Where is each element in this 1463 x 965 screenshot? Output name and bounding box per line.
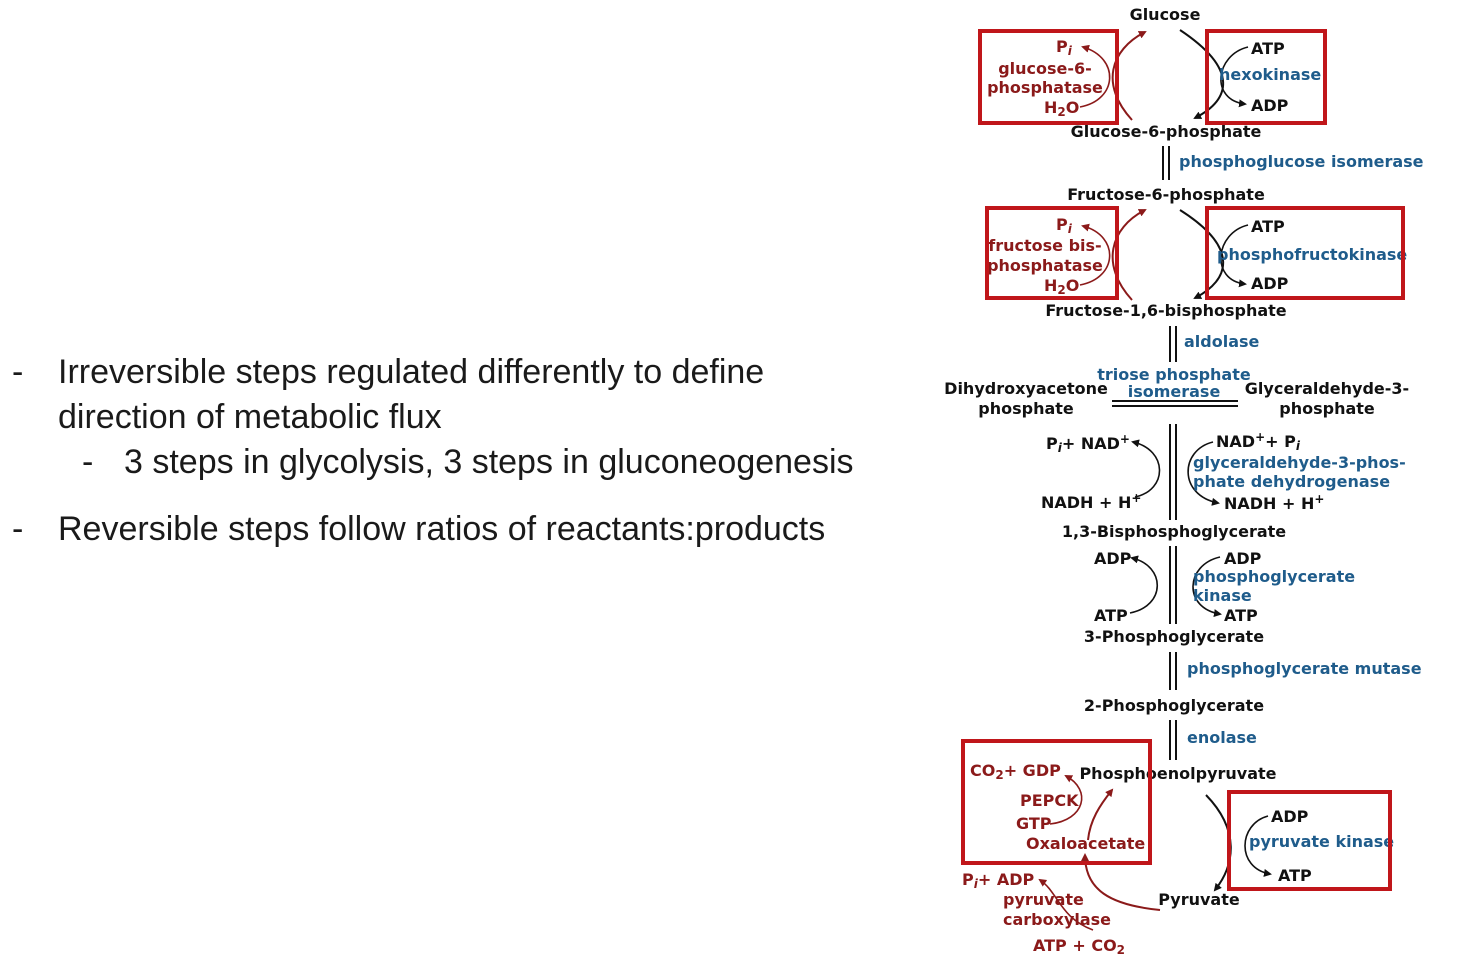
pi-nad-left: Pi+ NAD+ bbox=[1046, 432, 1130, 455]
atp-co2-arc bbox=[1038, 878, 1094, 931]
atp-adp-arc bbox=[1220, 224, 1249, 288]
metabolite-dhap-2: phosphate bbox=[978, 399, 1074, 418]
metabolite-gap-2: phosphate bbox=[1279, 399, 1375, 418]
nadh-right: NADH + H+ bbox=[1224, 492, 1324, 513]
nad-nadh-arc-left bbox=[1131, 439, 1161, 498]
gtp-gdp-arc bbox=[1049, 775, 1083, 825]
atp-co2-label: ATP + CO2 bbox=[1033, 936, 1125, 957]
adp-label: ADP bbox=[1094, 549, 1132, 568]
fbpase-label-1: fructose bis- bbox=[988, 236, 1101, 255]
tpi-label-2: isomerase bbox=[1128, 382, 1221, 401]
pgm-label: phosphoglycerate mutase bbox=[1187, 659, 1422, 678]
pc-label-2: carboxylase bbox=[1003, 910, 1111, 929]
pgk-label-1: phosphoglycerate bbox=[1193, 567, 1355, 586]
adp-atp-arc bbox=[1244, 815, 1272, 877]
pc-label-1: pyruvate bbox=[1003, 890, 1084, 909]
adp-label: ADP bbox=[1251, 274, 1289, 293]
h2o-pi-arc bbox=[1079, 223, 1111, 286]
metabolite-3pg: 3-Phosphoglycerate bbox=[1084, 627, 1264, 646]
highlight-box-pfk bbox=[1205, 206, 1405, 300]
sub-bullet-line: 3 steps in glycolysis, 3 steps in glucon… bbox=[124, 443, 854, 481]
pyruvate-carboxylase-arrow bbox=[1081, 853, 1161, 911]
bullet-dash: - bbox=[82, 443, 94, 481]
pi-adp-label: Pi+ ADP bbox=[962, 870, 1035, 891]
atp-label: ATP bbox=[1224, 606, 1258, 625]
metabolite-pep: Phosphoenolpyruvate bbox=[1079, 764, 1276, 783]
pi-label: Pi bbox=[1056, 215, 1073, 236]
bullet-1-line-2: direction of metabolic flux bbox=[58, 398, 442, 436]
bullet-1-line-1: Irreversible steps regulated differently… bbox=[58, 353, 765, 391]
g6pase-label-1: glucose-6- bbox=[998, 59, 1092, 78]
adp-atp-arc-left bbox=[1129, 555, 1158, 614]
g6pase-arrow bbox=[1111, 31, 1147, 121]
metabolite-oaa: Oxaloacetate bbox=[1026, 834, 1145, 853]
metabolite-glucose: Glucose bbox=[1130, 5, 1201, 24]
aldolase-label: aldolase bbox=[1184, 332, 1260, 351]
atp-label: ATP bbox=[1251, 217, 1285, 236]
pgi-label: phosphoglucose isomerase bbox=[1179, 152, 1424, 171]
co2-gdp-label: CO2+ GDP bbox=[970, 761, 1061, 782]
bullet-dash: - bbox=[12, 510, 24, 548]
fbpase-label-2: phosphatase bbox=[987, 256, 1103, 275]
metabolite-2pg: 2-Phosphoglycerate bbox=[1084, 696, 1264, 715]
atp-label: ATP bbox=[1278, 866, 1312, 885]
adp-label: ADP bbox=[1224, 549, 1262, 568]
metabolite-pyruvate: Pyruvate bbox=[1158, 890, 1240, 909]
pepck-arrow bbox=[1087, 788, 1114, 841]
h2o-label: H2O bbox=[1044, 276, 1079, 297]
tpi-label-1: triose phosphate bbox=[1097, 365, 1251, 384]
metabolite-f6p: Fructose-6-phosphate bbox=[1067, 185, 1265, 204]
atp-adp-arc bbox=[1220, 46, 1249, 108]
pk-label: pyruvate kinase bbox=[1249, 832, 1394, 851]
g6pase-label-2: phosphatase bbox=[987, 78, 1103, 97]
gtp-label: GTP bbox=[1016, 814, 1052, 833]
metabolite-f16bp: Fructose-1,6-bisphosphate bbox=[1045, 301, 1286, 320]
h2o-label: H2O bbox=[1044, 98, 1079, 119]
fbpase-arrow bbox=[1111, 209, 1147, 301]
metabolite-g6p: Glucose-6-phosphate bbox=[1071, 122, 1262, 141]
highlight-box-g6pase bbox=[978, 29, 1119, 125]
pfk-label: phosphofructokinase bbox=[1217, 245, 1407, 264]
nadh-left: NADH + H+ bbox=[1041, 491, 1141, 512]
pgk-label-2: kinase bbox=[1193, 586, 1252, 605]
highlight-box-pepck bbox=[961, 739, 1152, 865]
gapdh-label-1: glyceraldehyde-3-phos- bbox=[1193, 453, 1406, 472]
bullet-2-line: Reversible steps follow ratios of reacta… bbox=[58, 510, 826, 548]
highlight-box-hexokinase bbox=[1205, 29, 1327, 125]
gapdh-label-2: phate dehydrogenase bbox=[1193, 472, 1390, 491]
nad-nadh-arc-right bbox=[1187, 441, 1220, 506]
hexokinase-label: hexokinase bbox=[1219, 65, 1321, 84]
pepck-label: PEPCK bbox=[1020, 791, 1079, 810]
atp-label: ATP bbox=[1094, 606, 1128, 625]
adp-label: ADP bbox=[1251, 96, 1289, 115]
metabolite-13bpg: 1,3-Bisphosphoglycerate bbox=[1062, 522, 1286, 541]
metabolite-dhap-1: Dihydroxyacetone bbox=[944, 379, 1108, 398]
bullet-dash: - bbox=[12, 353, 24, 391]
h2o-pi-arc bbox=[1079, 44, 1111, 108]
adp-atp-arc-right bbox=[1192, 556, 1222, 617]
hexokinase-arrow bbox=[1179, 29, 1225, 119]
metabolite-gap-1: Glyceraldehyde-3- bbox=[1245, 379, 1409, 398]
enolase-label: enolase bbox=[1187, 728, 1257, 747]
atp-label: ATP bbox=[1251, 39, 1285, 58]
pi-label: Pi bbox=[1056, 37, 1073, 58]
highlight-box-pk bbox=[1227, 790, 1392, 891]
adp-label: ADP bbox=[1271, 807, 1309, 826]
highlight-box-fbpase bbox=[985, 206, 1119, 300]
nad-pi-right: NAD++ Pi bbox=[1216, 430, 1301, 453]
